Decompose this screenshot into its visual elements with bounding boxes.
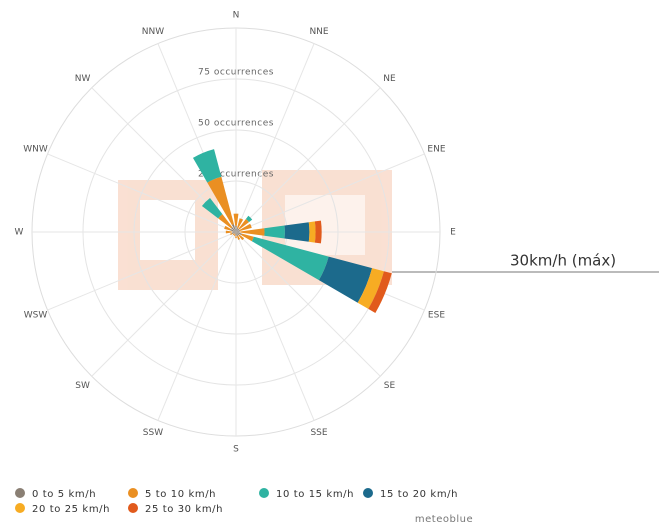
wedge-segment <box>207 176 234 225</box>
legend-label: 15 to 20 km/h <box>380 489 458 500</box>
direction-label: N <box>233 11 240 21</box>
legend-label: 20 to 25 km/h <box>32 504 110 515</box>
wedge-segment <box>232 233 235 236</box>
spoke <box>47 231 237 311</box>
spoke <box>235 43 315 233</box>
legend-marker <box>128 503 138 513</box>
legend-marker <box>363 488 373 498</box>
spoke <box>235 231 381 377</box>
wedge-segment <box>308 221 316 243</box>
wedge-segment <box>284 222 310 242</box>
wedge-segment <box>224 225 231 231</box>
direction-label: SW <box>75 381 90 391</box>
spoke <box>235 87 381 233</box>
legend-label: 25 to 30 km/h <box>145 504 223 515</box>
wedge-segment <box>236 232 240 236</box>
direction-label: S <box>233 445 239 455</box>
direction-label: SE <box>384 381 396 391</box>
wedge-segment <box>251 236 329 281</box>
direction-label: E <box>450 228 456 238</box>
wedge-segment <box>240 228 265 236</box>
legend-label: 0 to 5 km/h <box>32 489 96 500</box>
wedge-segment <box>236 231 241 233</box>
direction-label: SSW <box>143 428 163 438</box>
wedge-segment <box>234 232 236 234</box>
legend-marker <box>15 503 25 513</box>
wedge-segment <box>218 214 233 229</box>
wedge-segment <box>237 235 241 240</box>
wedge-segment <box>230 233 233 236</box>
legend-label: 5 to 10 km/h <box>145 489 216 500</box>
wedge-segment <box>236 232 242 236</box>
wedge-segment <box>201 197 223 219</box>
wedge-segment <box>232 232 236 235</box>
wedge-segment <box>235 236 237 239</box>
wedge-segment <box>238 219 249 230</box>
wedge-segment <box>236 232 239 236</box>
wedge-segment <box>235 225 237 232</box>
wedge-segment <box>234 232 236 234</box>
direction-label: SSE <box>310 428 327 438</box>
annotation: 30km/h (máx) <box>510 252 616 270</box>
direction-label: ENE <box>427 144 445 154</box>
credit: meteoblue <box>415 514 473 525</box>
wedge-segment <box>236 229 240 232</box>
spoke <box>235 231 315 421</box>
wedge-segment <box>230 228 236 232</box>
wedge-segment <box>357 268 384 309</box>
wedge-segment <box>236 228 239 232</box>
legend-marker <box>259 488 269 498</box>
direction-label: NE <box>383 74 396 84</box>
spoke <box>47 153 237 233</box>
spoke <box>157 231 237 421</box>
direction-label: WSW <box>24 311 48 321</box>
legend-marker <box>15 488 25 498</box>
wedge-segment <box>241 233 254 242</box>
wedge-segment <box>314 220 322 244</box>
wedge-segment <box>239 223 252 231</box>
wedge-segment <box>236 228 240 232</box>
wedge-segment <box>237 218 244 229</box>
direction-label: NW <box>75 74 91 84</box>
legend-label: 10 to 15 km/h <box>276 489 354 500</box>
direction-label: NNW <box>142 27 164 37</box>
wedge-segment <box>225 230 232 234</box>
direction-label: W <box>15 228 24 238</box>
direction-label: NNE <box>309 27 328 37</box>
spoke <box>91 231 237 377</box>
wedge-segment <box>245 215 253 223</box>
wedge-segment <box>233 213 239 226</box>
wedge-segment <box>231 227 236 232</box>
direction-label: ESE <box>428 311 445 321</box>
wedge-segment <box>235 232 237 237</box>
wedge-segment <box>192 149 222 183</box>
wedge-segment <box>238 234 245 241</box>
spoke <box>235 153 425 233</box>
wedge-segment <box>368 271 392 313</box>
wedge-segment <box>318 256 373 303</box>
wedge-segment <box>233 233 236 236</box>
legend-marker <box>128 488 138 498</box>
wedge-segment <box>264 225 285 239</box>
background-image <box>118 170 392 290</box>
wedge-segment <box>231 231 236 233</box>
wedge-segment <box>231 224 236 232</box>
direction-label: WNW <box>23 144 48 154</box>
